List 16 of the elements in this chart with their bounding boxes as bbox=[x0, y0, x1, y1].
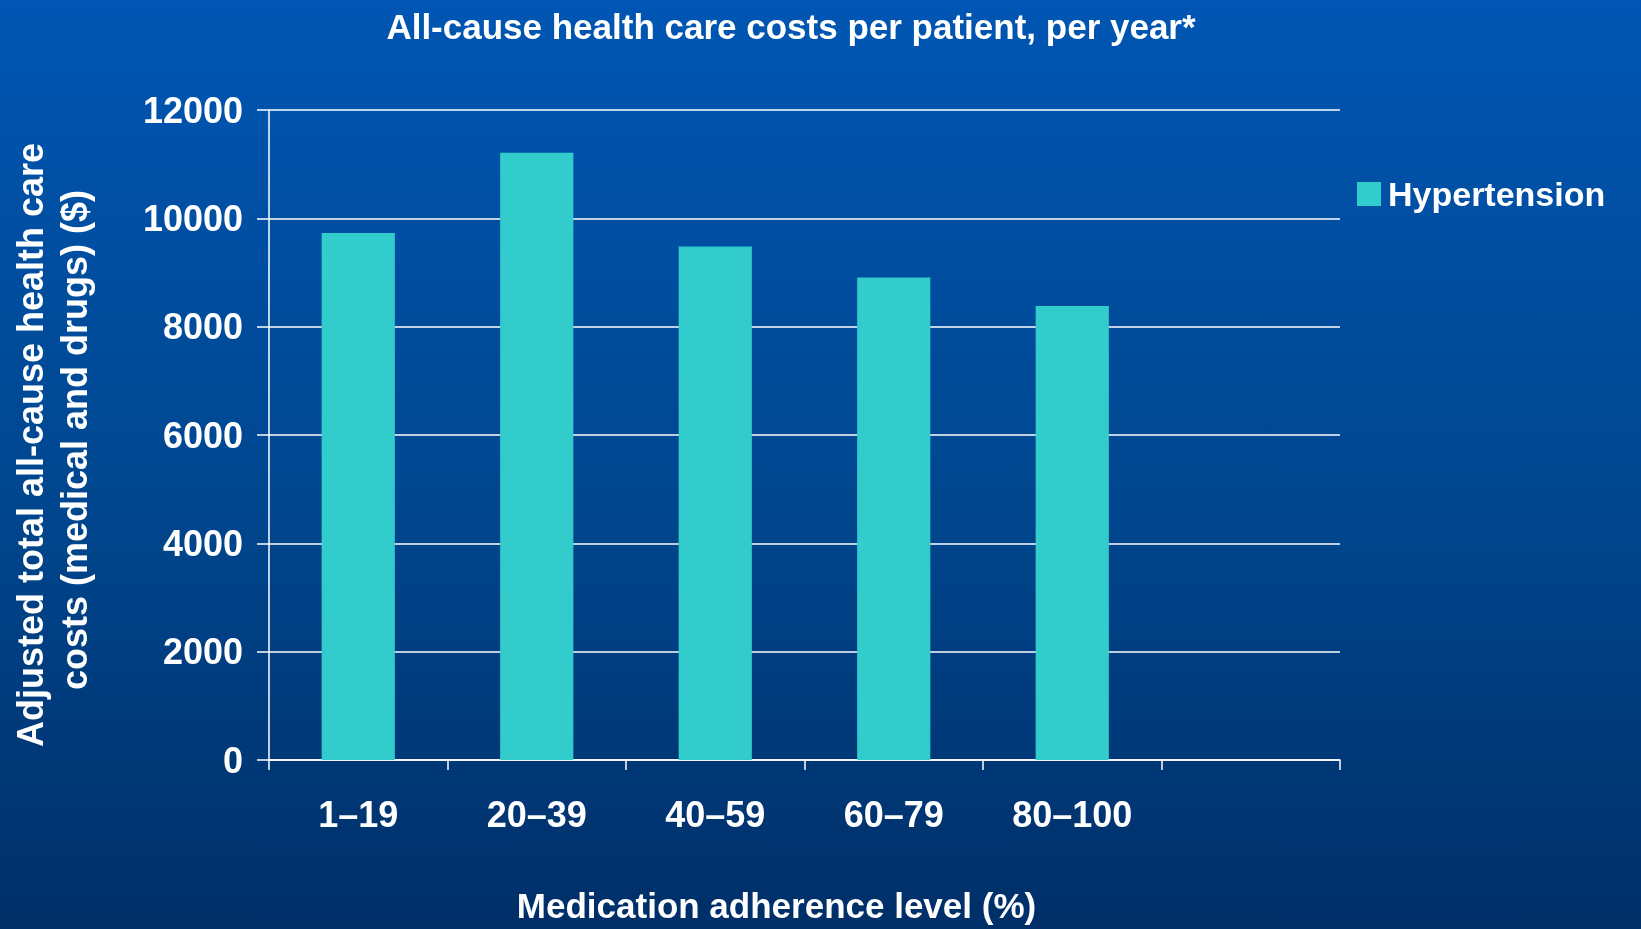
y-tick-label: 0 bbox=[222, 739, 243, 781]
y-tick-label: 8000 bbox=[162, 306, 243, 348]
chart-title: All-cause health care costs per patient, per year* bbox=[386, 7, 1196, 46]
y-tick-label: 6000 bbox=[162, 414, 243, 456]
y-tick-label: 2000 bbox=[162, 631, 243, 673]
y-axis-title: Adjusted total all-cause health care costs (medical and drugs) ($) bbox=[9, 132, 95, 748]
x-tick-label: 40–59 bbox=[665, 793, 766, 835]
legend-label: Hypertension bbox=[1388, 175, 1606, 213]
y-tick-label: 4000 bbox=[162, 522, 243, 564]
x-tick-label: 1–19 bbox=[318, 793, 399, 835]
x-axis-title: Medication adherence level (%) bbox=[516, 886, 1037, 925]
x-tick-label: 60–79 bbox=[843, 793, 944, 835]
x-tick-label: 80–100 bbox=[1012, 793, 1133, 835]
y-tick-label: 12000 bbox=[142, 89, 243, 131]
x-tick-label: 20–39 bbox=[486, 793, 587, 835]
y-tick-label: 10000 bbox=[142, 197, 243, 239]
